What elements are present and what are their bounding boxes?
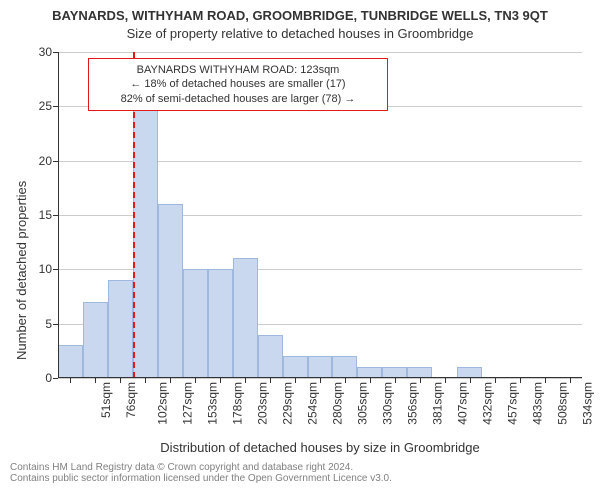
x-tick-mark [470,378,471,383]
y-gridline [58,52,582,53]
histogram-bar [158,204,183,378]
x-tick-label: 483sqm [530,382,544,425]
footer-line-2: Contains public sector information licen… [10,473,600,484]
chart-supertitle: BAYNARDS, WITHYHAM ROAD, GROOMBRIDGE, TU… [0,8,600,23]
x-tick-label: 508sqm [555,382,569,425]
histogram-bar [457,367,482,378]
y-axis-label: Number of detached properties [14,181,29,360]
histogram-bar [283,356,308,378]
histogram-bar [258,335,283,378]
x-tick-label: 127sqm [181,382,195,425]
histogram-bar [233,258,258,378]
histogram-bar [83,302,108,378]
histogram-bar [133,106,158,378]
x-tick-mark [520,378,521,383]
annotation-line: 82% of semi-detached houses are larger (… [93,92,383,106]
y-tick-label: 5 [45,317,58,331]
y-tick-label: 30 [39,45,58,59]
x-tick-label: 305sqm [356,382,370,425]
annotation-line: BAYNARDS WITHYHAM ROAD: 123sqm [93,63,383,77]
y-tick-label: 0 [45,371,58,385]
x-tick-mark [320,378,321,383]
x-axis-label: Distribution of detached houses by size … [58,440,582,455]
x-tick-label: 203sqm [256,382,270,425]
histogram-bar [58,345,83,378]
x-tick-label: 381sqm [431,382,445,425]
histogram-bar [208,269,233,378]
y-tick-label: 10 [39,262,58,276]
x-tick-label: 102sqm [156,382,170,425]
x-tick-label: 407sqm [456,382,470,425]
y-tick-label: 20 [39,154,58,168]
x-tick-mark [195,378,196,383]
x-tick-label: 153sqm [206,382,220,425]
y-tick-label: 25 [39,99,58,113]
x-tick-mark [220,378,221,383]
x-tick-mark [270,378,271,383]
footer-line-1: Contains HM Land Registry data © Crown c… [10,462,600,473]
x-tick-label: 534sqm [580,382,594,425]
x-tick-label: 432sqm [480,382,494,425]
x-tick-label: 280sqm [331,382,345,425]
x-tick-mark [95,378,96,383]
histogram-bar [407,367,432,378]
x-tick-label: 457sqm [505,382,519,425]
x-tick-mark [445,378,446,383]
x-tick-mark [70,378,71,383]
x-tick-label: 229sqm [281,382,295,425]
annotation-box: BAYNARDS WITHYHAM ROAD: 123sqm← 18% of d… [88,58,388,111]
histogram-bar [332,356,357,378]
histogram-bar [108,280,133,378]
x-tick-mark [120,378,121,383]
annotation-line: ← 18% of detached houses are smaller (17… [93,77,383,91]
x-tick-label: 178sqm [231,382,245,425]
x-tick-mark [370,378,371,383]
histogram-chart: BAYNARDS, WITHYHAM ROAD, GROOMBRIDGE, TU… [0,0,600,500]
x-tick-mark [245,378,246,383]
y-tick-label: 15 [39,208,58,222]
x-tick-mark [295,378,296,383]
x-tick-label: 356sqm [406,382,420,425]
histogram-bar [357,367,382,378]
x-tick-mark [545,378,546,383]
x-tick-mark [345,378,346,383]
x-tick-mark [420,378,421,383]
x-tick-mark [395,378,396,383]
chart-footer: Contains HM Land Registry data © Crown c… [10,462,600,484]
x-tick-label: 51sqm [100,382,114,418]
histogram-bar [308,356,333,378]
x-tick-mark [145,378,146,383]
histogram-bar [382,367,407,378]
histogram-bar [183,269,208,378]
x-tick-label: 76sqm [124,382,138,418]
x-tick-label: 254sqm [306,382,320,425]
x-tick-mark [495,378,496,383]
chart-title: Size of property relative to detached ho… [0,26,600,41]
x-tick-mark [170,378,171,383]
x-tick-mark [570,378,571,383]
x-tick-label: 330sqm [381,382,395,425]
